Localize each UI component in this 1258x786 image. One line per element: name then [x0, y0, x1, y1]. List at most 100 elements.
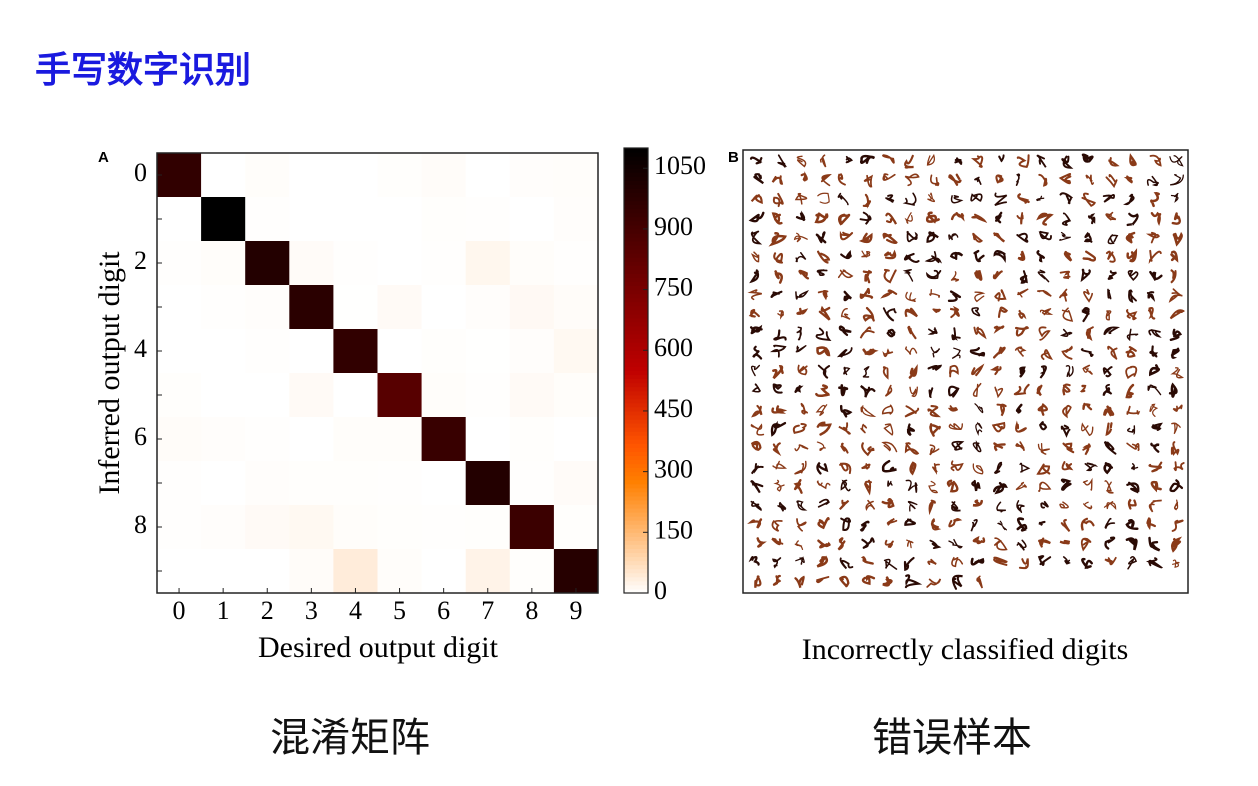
digit-scribble — [815, 404, 828, 417]
digit-scribble — [860, 423, 868, 434]
digit-scribble — [1038, 537, 1051, 548]
digit-scribble — [860, 405, 877, 418]
digit-scribble — [907, 500, 918, 512]
digit-scribble — [748, 308, 760, 318]
digit-scribble — [769, 344, 787, 358]
digit-scribble — [885, 212, 898, 225]
colorbar-band — [624, 431, 648, 436]
digit-scribble — [1038, 481, 1052, 492]
digit-scribble — [1014, 326, 1030, 337]
digit-scribble — [772, 460, 788, 470]
digit-scribble — [1150, 211, 1162, 227]
digit-scribble — [924, 251, 943, 264]
digit-scribble — [929, 539, 942, 550]
colorbar-band — [624, 435, 648, 440]
colorbar-band — [624, 293, 648, 299]
cell — [377, 197, 422, 242]
digit-scribble — [947, 405, 958, 412]
cell — [245, 197, 290, 242]
digit-scribble — [991, 421, 1006, 433]
digit-scribble — [993, 325, 1005, 334]
sample-frame — [742, 149, 1189, 594]
colorbar-band — [624, 386, 648, 392]
cell — [553, 461, 599, 506]
cell — [333, 241, 378, 286]
digit-scribble — [1131, 462, 1139, 471]
digit-scribble — [1108, 157, 1120, 167]
digit-scribble — [836, 347, 853, 358]
digit-scribble — [926, 578, 942, 588]
digit-scribble — [974, 270, 983, 281]
digit-scribble — [1061, 345, 1073, 360]
cell — [553, 197, 599, 242]
cell — [157, 417, 202, 462]
digit-scribble — [858, 232, 873, 244]
digit-scribble — [972, 382, 982, 397]
digit-scribble — [1168, 382, 1178, 398]
digit-scribble — [1036, 212, 1054, 226]
colorbar-band — [624, 402, 648, 408]
digit-scribble — [992, 481, 1008, 495]
digit-scribble — [861, 537, 875, 549]
digit-scribble — [796, 500, 808, 511]
digit-scribble — [1103, 462, 1114, 475]
cell — [245, 505, 290, 550]
digit-scribble — [929, 423, 941, 437]
colorbar-band — [624, 528, 648, 533]
colorbar-band — [624, 164, 648, 169]
digit-scribble — [1126, 442, 1140, 452]
digit-scribble — [997, 306, 1009, 318]
digit-scribble — [930, 346, 941, 358]
digit-scribble — [794, 192, 808, 205]
digit-scribble — [1145, 231, 1160, 244]
colorbar-band — [624, 540, 648, 545]
digit-scribble — [862, 365, 870, 378]
cell — [421, 241, 466, 286]
digit-scribble — [862, 193, 872, 209]
digit-scribble — [772, 364, 784, 380]
colorbar-band — [624, 253, 648, 258]
digit-scribble — [1081, 192, 1096, 207]
digit-scribble — [840, 250, 852, 260]
digit-scribble — [1173, 499, 1179, 511]
cell — [245, 153, 290, 198]
cell — [509, 241, 555, 286]
digit-scribble — [1168, 288, 1183, 303]
digit-scribble — [1062, 383, 1071, 396]
digit-scribble — [1123, 175, 1133, 184]
digit-scribble — [1059, 270, 1071, 280]
digit-scribble — [1019, 270, 1028, 284]
cell — [465, 549, 511, 594]
colorbar-band — [624, 499, 648, 505]
digit-scribble — [862, 269, 872, 284]
digit-scribble — [1148, 499, 1162, 513]
digit-scribble — [946, 479, 959, 493]
colorbar-band — [624, 370, 648, 376]
colorbar-band — [624, 487, 648, 493]
digit-scribble — [1149, 364, 1160, 377]
digit-scribble — [1082, 443, 1091, 456]
digit-scribble — [1125, 537, 1138, 551]
digit-scribble — [972, 535, 986, 545]
digit-scribble — [859, 520, 870, 532]
colorbar-band — [624, 532, 648, 537]
colorbar-band — [624, 479, 648, 485]
colorbar-band — [624, 257, 648, 262]
cell — [465, 197, 511, 242]
colorbar-band — [624, 148, 648, 153]
digit-scribble — [1148, 536, 1161, 552]
digit-scribble — [1082, 477, 1093, 491]
digit-scribble — [794, 385, 804, 393]
digit-scribble — [971, 479, 981, 492]
digit-scribble — [993, 461, 1003, 475]
digit-scribble — [904, 212, 913, 224]
cell — [201, 285, 246, 330]
digit-scribble — [750, 500, 762, 512]
cell — [201, 549, 246, 594]
digit-scribble — [948, 233, 959, 241]
colorbar-band — [624, 588, 648, 594]
cell — [509, 461, 555, 506]
digit-scribble — [881, 497, 895, 509]
digit-scribble — [1058, 172, 1072, 185]
cell — [201, 241, 246, 286]
